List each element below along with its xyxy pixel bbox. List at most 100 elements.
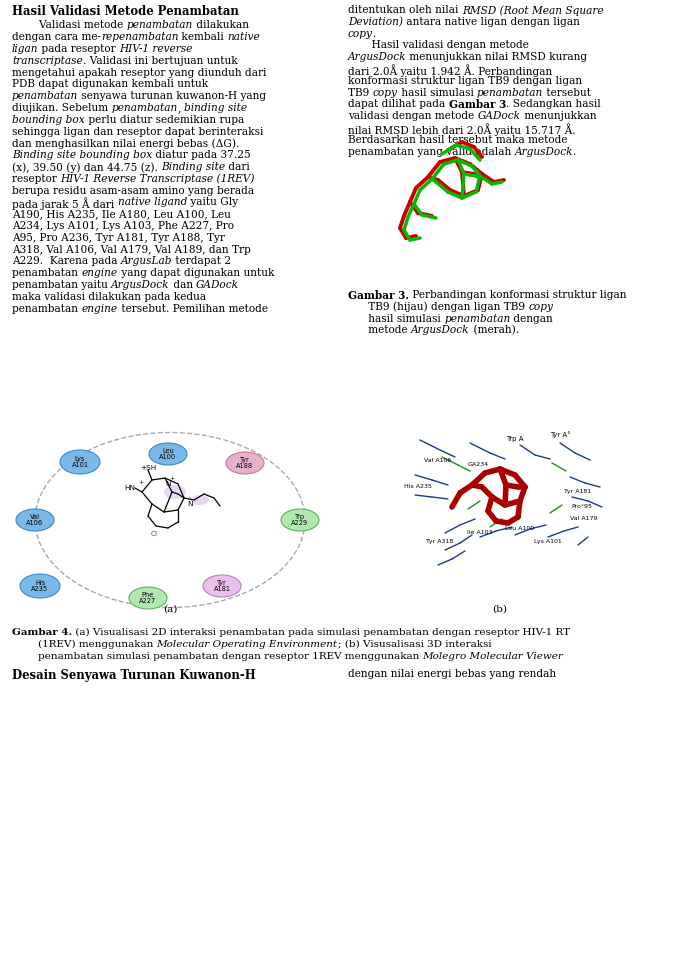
Text: (x), 39.50 (y) dan 44.75 (z).: (x), 39.50 (y) dan 44.75 (z). bbox=[12, 162, 161, 173]
Text: HN: HN bbox=[124, 485, 136, 491]
Text: Trp
A229: Trp A229 bbox=[291, 514, 308, 526]
Ellipse shape bbox=[20, 574, 60, 598]
Text: A318, Val A106, Val A179, Val A189, dan Trp: A318, Val A106, Val A179, Val A189, dan … bbox=[12, 245, 251, 254]
Text: copy: copy bbox=[348, 29, 373, 38]
Text: dengan nilai energi bebas yang rendah: dengan nilai energi bebas yang rendah bbox=[348, 669, 556, 680]
Text: +: + bbox=[139, 479, 144, 485]
Text: konformasi struktur ligan TB9 dengan ligan: konformasi struktur ligan TB9 dengan lig… bbox=[348, 76, 582, 85]
Text: hasil simulasi: hasil simulasi bbox=[397, 87, 477, 98]
Text: dilakukan: dilakukan bbox=[193, 20, 249, 31]
Text: terdapat 2: terdapat 2 bbox=[172, 256, 232, 266]
Text: Tyr A318: Tyr A318 bbox=[426, 539, 454, 543]
Ellipse shape bbox=[226, 452, 264, 474]
Text: ,: , bbox=[178, 103, 185, 113]
Text: senyawa turunan kuwanon-H yang: senyawa turunan kuwanon-H yang bbox=[78, 91, 266, 101]
Text: Leu
A100: Leu A100 bbox=[160, 447, 177, 460]
Text: diatur pada 37.25: diatur pada 37.25 bbox=[152, 150, 251, 160]
Text: penambatan: penambatan bbox=[126, 20, 193, 31]
Text: dengan cara me-: dengan cara me- bbox=[12, 32, 101, 42]
Text: Deviation): Deviation) bbox=[348, 16, 403, 27]
Text: antara native ligan dengan ligan: antara native ligan dengan ligan bbox=[403, 16, 580, 27]
Text: engine: engine bbox=[81, 268, 117, 278]
Text: yaitu Gly: yaitu Gly bbox=[187, 198, 238, 207]
Text: His
A235: His A235 bbox=[31, 580, 49, 592]
Text: Cl: Cl bbox=[151, 531, 158, 537]
Text: PDB dapat digunakan kembali untuk: PDB dapat digunakan kembali untuk bbox=[12, 80, 208, 89]
Text: . Sedangkan hasil: . Sedangkan hasil bbox=[506, 100, 601, 109]
Text: TB9 (hijau) dengan ligan TB9: TB9 (hijau) dengan ligan TB9 bbox=[348, 301, 528, 312]
Text: (merah).: (merah). bbox=[469, 325, 519, 336]
Text: Hasil validasi dengan metode: Hasil validasi dengan metode bbox=[348, 40, 529, 50]
Ellipse shape bbox=[129, 587, 167, 609]
Text: pada jarak 5 Å dari: pada jarak 5 Å dari bbox=[12, 198, 117, 210]
Text: GADock: GADock bbox=[477, 111, 521, 121]
Text: dan: dan bbox=[170, 280, 196, 290]
Text: ArgusDock: ArgusDock bbox=[411, 325, 469, 335]
Text: tersebut. Pemilihan metode: tersebut. Pemilihan metode bbox=[117, 303, 268, 314]
Text: menunjukkan nilai RMSD kurang: menunjukkan nilai RMSD kurang bbox=[407, 52, 587, 62]
Text: Gambar 4.: Gambar 4. bbox=[12, 628, 72, 637]
Text: tersebut: tersebut bbox=[543, 87, 591, 98]
Text: Binding site: Binding site bbox=[161, 162, 225, 172]
Text: berupa residu asam-asam amino yang berada: berupa residu asam-asam amino yang berad… bbox=[12, 185, 254, 196]
Text: penambatan: penambatan bbox=[12, 303, 81, 314]
Ellipse shape bbox=[149, 443, 187, 465]
Text: Perbandingan konformasi struktur ligan: Perbandingan konformasi struktur ligan bbox=[409, 290, 627, 300]
Ellipse shape bbox=[16, 509, 54, 531]
Text: Val
A106: Val A106 bbox=[26, 514, 43, 526]
Text: binding site: binding site bbox=[185, 103, 248, 113]
Text: Lys
A101: Lys A101 bbox=[71, 456, 88, 468]
Text: yang dapat digunakan untuk: yang dapat digunakan untuk bbox=[117, 268, 274, 278]
Text: diujikan. Sebelum: diujikan. Sebelum bbox=[12, 103, 111, 113]
Text: A95, Pro A236, Tyr A181, Tyr A188, Tyr: A95, Pro A236, Tyr A181, Tyr A188, Tyr bbox=[12, 232, 225, 243]
Text: GA234: GA234 bbox=[467, 463, 489, 468]
Text: ditentukan oleh nilai: ditentukan oleh nilai bbox=[348, 5, 462, 15]
Text: Validasi metode: Validasi metode bbox=[12, 20, 126, 31]
Text: bounding box: bounding box bbox=[12, 115, 85, 125]
Text: penambatan: penambatan bbox=[477, 87, 543, 98]
Text: Gambar 3.: Gambar 3. bbox=[348, 290, 409, 301]
Text: metode: metode bbox=[348, 325, 411, 335]
Text: -: - bbox=[189, 495, 191, 500]
Text: Val A179: Val A179 bbox=[570, 516, 598, 521]
Text: Ile A103: Ile A103 bbox=[467, 531, 493, 536]
Text: dari 2.0Å yaitu 1.942 Å. Perbandingan: dari 2.0Å yaitu 1.942 Å. Perbandingan bbox=[348, 64, 552, 77]
Text: (1REV) menggunakan: (1REV) menggunakan bbox=[12, 639, 157, 649]
Text: ; (b) Visusalisasi 3D interaksi: ; (b) Visusalisasi 3D interaksi bbox=[337, 639, 491, 649]
Text: Desain Senyawa Turunan Kuwanon-H: Desain Senyawa Turunan Kuwanon-H bbox=[12, 669, 256, 683]
Text: Molegro Molecular Viewer: Molegro Molecular Viewer bbox=[422, 652, 564, 660]
Text: penambatan yaitu: penambatan yaitu bbox=[12, 280, 111, 290]
Ellipse shape bbox=[60, 450, 100, 474]
Text: ligan: ligan bbox=[12, 44, 39, 54]
Text: native ligand: native ligand bbox=[117, 198, 187, 207]
Text: penambatan: penambatan bbox=[12, 91, 78, 101]
Text: mengetahui apakah reseptor yang diunduh dari: mengetahui apakah reseptor yang diunduh … bbox=[12, 67, 266, 78]
Ellipse shape bbox=[191, 495, 209, 505]
Text: dapat dilihat pada: dapat dilihat pada bbox=[348, 100, 449, 109]
Text: ArgusDock: ArgusDock bbox=[348, 52, 407, 62]
Text: (a): (a) bbox=[163, 605, 177, 614]
Ellipse shape bbox=[281, 509, 319, 531]
Text: Binding site bounding box: Binding site bounding box bbox=[12, 150, 152, 160]
Text: A190, His A235, Ile A180, Leu A100, Leu: A190, His A235, Ile A180, Leu A100, Leu bbox=[12, 209, 231, 219]
Text: Molecular Operating Environment: Molecular Operating Environment bbox=[157, 639, 337, 649]
Text: kembali: kembali bbox=[179, 32, 227, 42]
Ellipse shape bbox=[203, 575, 241, 597]
Text: +SH: +SH bbox=[140, 465, 156, 471]
Ellipse shape bbox=[164, 485, 186, 499]
Text: Lys A101: Lys A101 bbox=[534, 539, 562, 543]
Text: .: . bbox=[373, 29, 376, 50]
Text: perlu diatur sedemikian rupa: perlu diatur sedemikian rupa bbox=[85, 115, 244, 125]
Text: (a) Visualisasi 2D interaksi penambatan pada simulasi penambatan dengan reseptor: (a) Visualisasi 2D interaksi penambatan … bbox=[72, 628, 570, 637]
Text: GADock: GADock bbox=[196, 280, 239, 290]
Text: +: + bbox=[169, 475, 175, 481]
Text: HIV-1 Reverse Transcriptase (1REV): HIV-1 Reverse Transcriptase (1REV) bbox=[60, 174, 255, 184]
Text: A234, Lys A101, Lys A103, Phe A227, Pro: A234, Lys A101, Lys A103, Phe A227, Pro bbox=[12, 221, 234, 231]
Text: nilai RMSD lebih dari 2.0Å yaitu 15.717 Å.: nilai RMSD lebih dari 2.0Å yaitu 15.717 … bbox=[348, 123, 576, 135]
Text: penambatan: penambatan bbox=[12, 268, 81, 278]
Text: copy: copy bbox=[528, 301, 553, 312]
Text: menunjukkan: menunjukkan bbox=[521, 111, 596, 121]
Text: N: N bbox=[165, 481, 170, 487]
Text: penambatan: penambatan bbox=[111, 103, 178, 113]
Text: His A235: His A235 bbox=[404, 485, 432, 490]
